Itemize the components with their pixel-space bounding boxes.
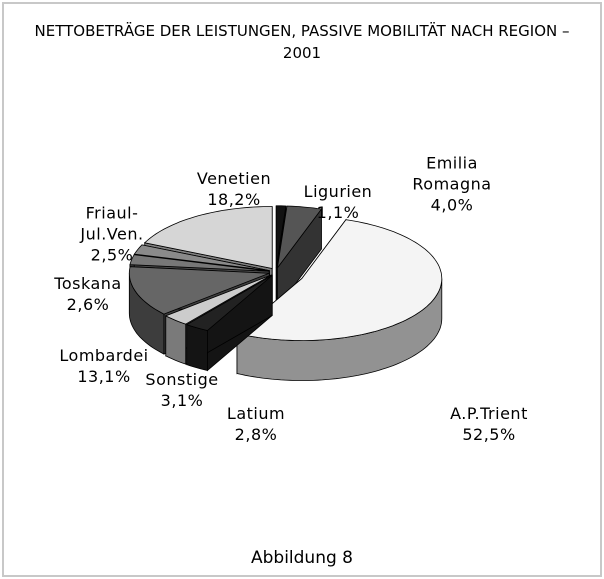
slice-value: 2,8% [234, 425, 278, 444]
slice-name: A.P.Trient [450, 404, 528, 423]
slice-label: A.P.Trient 52,5% [424, 403, 554, 445]
slice-value: 1,1% [316, 203, 360, 222]
slice-value: 4,0% [430, 195, 474, 215]
slice-value: 3,1% [160, 391, 204, 410]
slice-value: 2,5% [90, 245, 134, 265]
slice-name: Emilia Romagna [412, 153, 492, 194]
slice-name: Lombardei [59, 346, 149, 365]
slice-label: Venetien 18,2% [189, 168, 279, 210]
pie-slice [275, 205, 287, 268]
pie-slice [129, 254, 270, 272]
slice-name: Toskana [54, 274, 122, 293]
slice-name: Latium [226, 404, 286, 423]
slice-value: 2,6% [66, 295, 110, 314]
slice-name: Friaul-Jul.Ven. [80, 203, 144, 244]
slice-label: Ligurien 1,1% [293, 181, 383, 223]
slice-label: Emilia Romagna 4,0% [407, 153, 497, 216]
slice-label: Sonstige 3,1% [142, 369, 222, 411]
slice-value: 52,5% [462, 425, 516, 444]
pie-slice [164, 274, 272, 325]
slice-name: Ligurien [303, 182, 373, 201]
caption: Abbildung 8 [250, 548, 353, 568]
pie-slice [143, 206, 273, 269]
pie-slice [236, 219, 443, 342]
slice-label: Friaul-Jul.Ven. 2,5% [77, 203, 147, 266]
slice-value: 18,2% [207, 190, 261, 209]
pie-area [128, 205, 443, 381]
pie-slice [133, 244, 270, 271]
slice-label: Toskana 2,6% [48, 273, 128, 315]
pie-slice [128, 266, 270, 315]
pie-slice [277, 205, 323, 269]
chart-title: NETTOBETRÄGE DER LEISTUNGEN, PASSIVE MOB… [34, 22, 570, 62]
slice-side [186, 324, 208, 372]
slice-value: 13,1% [77, 367, 131, 386]
pie-slice [185, 275, 273, 331]
slice-label: Latium 2,8% [216, 403, 296, 445]
slice-name: Sonstige [145, 370, 219, 389]
slice-name: Venetien [196, 169, 272, 188]
slice-label: Lombardei 13,1% [54, 345, 154, 387]
